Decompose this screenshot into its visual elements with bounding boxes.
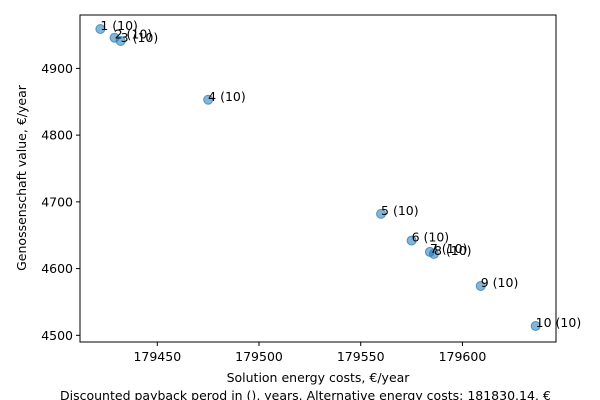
points-layer	[95, 24, 541, 331]
y-tick-label: 4800	[41, 128, 73, 143]
y-tick-label: 4900	[41, 61, 73, 76]
y-tick-label: 4700	[41, 194, 73, 209]
point-label: 6 (10)	[412, 230, 450, 245]
data-point	[203, 94, 214, 105]
data-point	[428, 248, 439, 259]
data-point	[115, 36, 126, 47]
point-label: 7 (10)	[430, 241, 468, 256]
x-axis-label: Solution energy costs, €/year	[227, 370, 411, 385]
point-label: 3 (10)	[121, 30, 159, 45]
plot-frame	[79, 14, 557, 343]
x-tick-label: 179500	[235, 349, 283, 364]
point-label: 5 (10)	[381, 203, 419, 218]
y-tick-label: 4600	[41, 261, 73, 276]
point-labels-layer: 1 (10)2 (10)3 (10) 4 (10) 5 (10) 6 (10)7 (1…	[100, 18, 581, 330]
data-point	[475, 280, 486, 291]
y-axis-label: Genossenschaft value, €/year	[14, 84, 29, 271]
data-point	[376, 208, 387, 219]
point-label: 9 (10)	[481, 275, 519, 290]
x-tick-label: 179600	[439, 349, 487, 364]
point-label: 4 (10)	[208, 89, 246, 104]
point-label: 2 (10)	[115, 27, 153, 42]
x-tick-label: 179550	[337, 349, 385, 364]
x-axis-ticks: 179450 179500 179550 179600	[133, 342, 486, 364]
y-tick-label: 4500	[41, 328, 73, 343]
point-label: 8 (10)	[434, 243, 472, 258]
point-label: 10 (10)	[536, 315, 582, 330]
chart-caption: Discounted payback perod in (), years. A…	[60, 388, 551, 400]
data-point	[95, 24, 106, 35]
data-point	[406, 235, 417, 246]
x-tick-label: 179450	[133, 349, 181, 364]
point-label: 1 (10)	[100, 18, 138, 33]
data-point	[530, 320, 541, 331]
y-axis-ticks: 4500 4600 4700 4800 4900	[41, 61, 80, 343]
